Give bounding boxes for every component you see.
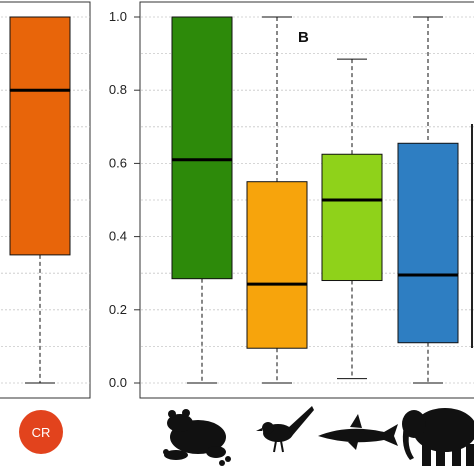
box-CR xyxy=(9,16,71,384)
y-tick-label: 0.2 xyxy=(109,302,127,317)
y-tick-label: 0.6 xyxy=(109,155,127,170)
panel-label: B xyxy=(298,29,309,46)
box-frog xyxy=(171,16,233,384)
y-tick-label: 0.4 xyxy=(109,229,127,244)
y-tick-label: 1.0 xyxy=(109,9,127,24)
cr-badge-circle xyxy=(19,410,63,454)
cr-badge-label: CR xyxy=(32,425,51,440)
left-panel-grid xyxy=(0,16,90,384)
box-shark xyxy=(321,58,383,380)
left-panel-boxes xyxy=(9,16,71,384)
elephant-icon xyxy=(402,408,474,466)
y-tick-label: 0.0 xyxy=(109,375,127,390)
shark-icon xyxy=(318,414,398,450)
box-body xyxy=(246,181,308,349)
frog-icon xyxy=(163,409,231,466)
right-panel-frame xyxy=(139,1,474,399)
box-body xyxy=(171,16,233,280)
box-body xyxy=(9,16,71,256)
box-body xyxy=(397,142,459,344)
y-tick-label: 0.8 xyxy=(109,82,127,97)
bird-icon xyxy=(256,406,314,453)
box-body xyxy=(321,153,383,282)
box-elephant xyxy=(397,16,459,384)
y-axis: 0.0 0.2 0.4 0.6 0.8 1.0 xyxy=(109,9,140,390)
cr-badge: CR xyxy=(19,410,63,454)
right-panel-boxes xyxy=(171,16,459,384)
box-bird xyxy=(246,16,308,384)
